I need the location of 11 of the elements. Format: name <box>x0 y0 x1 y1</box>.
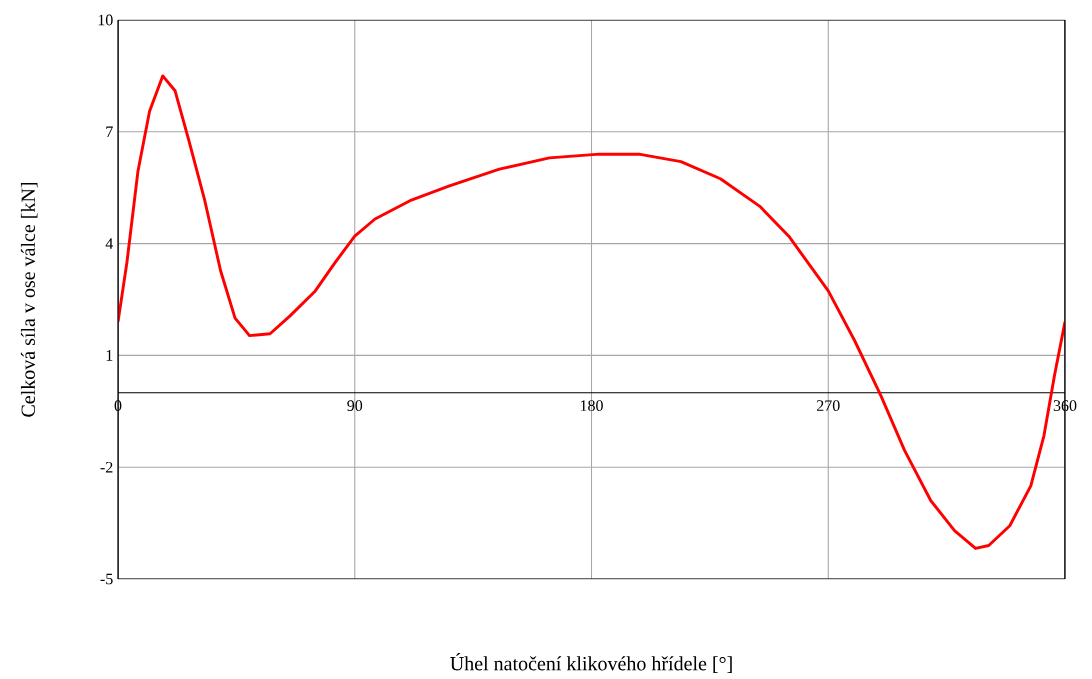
y-tick-label: -5 <box>100 573 113 585</box>
x-tick-label: 270 <box>816 400 840 412</box>
y-tick-label: 7 <box>106 126 113 138</box>
x-tick-label: 180 <box>580 400 603 412</box>
y-tick-label: 10 <box>98 14 113 26</box>
y-axis-title: Celková síla v ose válce [kN] <box>20 182 38 417</box>
y-tick-label: -2 <box>100 461 113 473</box>
y-tick-label: 4 <box>105 238 114 249</box>
y-tick-label: 1 <box>106 350 113 361</box>
x-axis-title: Úhel natočení klikového hřídele [°] <box>450 653 732 673</box>
x-tick-label: 90 <box>347 400 363 412</box>
